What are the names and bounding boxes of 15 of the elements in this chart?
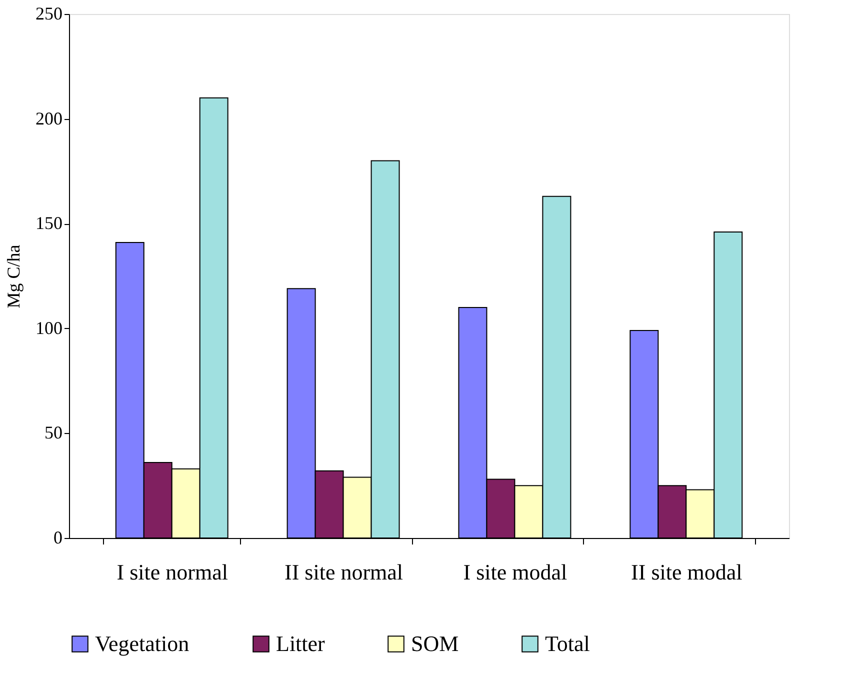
x-tick-label: II site modal bbox=[631, 560, 742, 584]
legend-label: Total bbox=[545, 631, 590, 656]
y-tick-label: 0 bbox=[54, 528, 62, 548]
y-tick-label: 50 bbox=[44, 422, 62, 443]
legend-label: SOM bbox=[411, 631, 459, 656]
y-tick-label: 100 bbox=[36, 318, 62, 338]
y-tick-label: 150 bbox=[36, 213, 62, 234]
x-tick-label: I site modal bbox=[463, 560, 568, 584]
legend-label: Litter bbox=[276, 631, 326, 656]
x-tick-label: II site normal bbox=[284, 560, 404, 584]
legend-label: Vegetation bbox=[95, 631, 190, 656]
y-tick-label: 200 bbox=[36, 108, 62, 128]
y-axis-title: Mg C/ha bbox=[4, 244, 24, 308]
x-tick-label: I site normal bbox=[116, 560, 228, 584]
y-tick-label: 250 bbox=[36, 4, 62, 24]
